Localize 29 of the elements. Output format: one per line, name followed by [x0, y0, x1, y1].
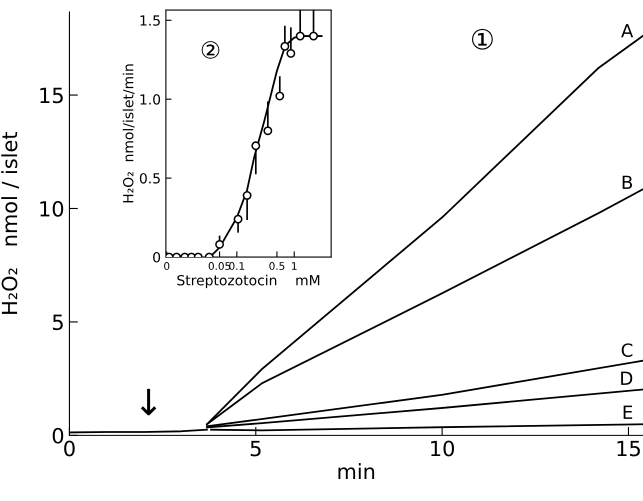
series-label: B — [622, 176, 632, 189]
x-tick-label: 10 — [431, 440, 454, 456]
y-tick-label: 10 — [40, 200, 64, 217]
x-tick-label: 15 — [618, 440, 640, 456]
x-axis-title: Streptozotocin mM — [177, 274, 320, 288]
annotation: ↓ — [140, 388, 156, 416]
x-tick-label: 5 — [250, 440, 261, 456]
y-tick-label: 1.5 — [140, 15, 160, 26]
y-axis-title: H₂O₂ nmol / islet — [1, 132, 20, 314]
y-tick-label: 0.5 — [140, 173, 160, 184]
series-label: C — [622, 343, 632, 357]
x-tick-label: 0 — [164, 262, 170, 270]
series-label: A — [621, 24, 634, 38]
y-tick-label: 0 — [153, 252, 160, 262]
y-tick-label: 15 — [40, 88, 63, 104]
x-tick-label: 0.1 — [229, 262, 244, 270]
y-tick-label: 5 — [52, 314, 63, 330]
x-tick-label: 0 — [64, 440, 75, 456]
series-label: D — [621, 372, 632, 385]
y-tick-label: 0 — [52, 428, 64, 444]
x-tick-label: 0.5 — [269, 262, 284, 270]
x-tick-label: 0.05 — [208, 262, 230, 270]
y-tick-label: 1.0 — [140, 94, 160, 105]
annotation: ① — [472, 28, 493, 50]
series-label: E — [624, 406, 632, 419]
x-tick-label: 1 — [292, 262, 297, 270]
x-axis-title: min — [338, 463, 374, 479]
y-axis-title: H₂O₂ nmol/islet/min — [122, 64, 135, 202]
annotation: ② — [202, 41, 220, 59]
